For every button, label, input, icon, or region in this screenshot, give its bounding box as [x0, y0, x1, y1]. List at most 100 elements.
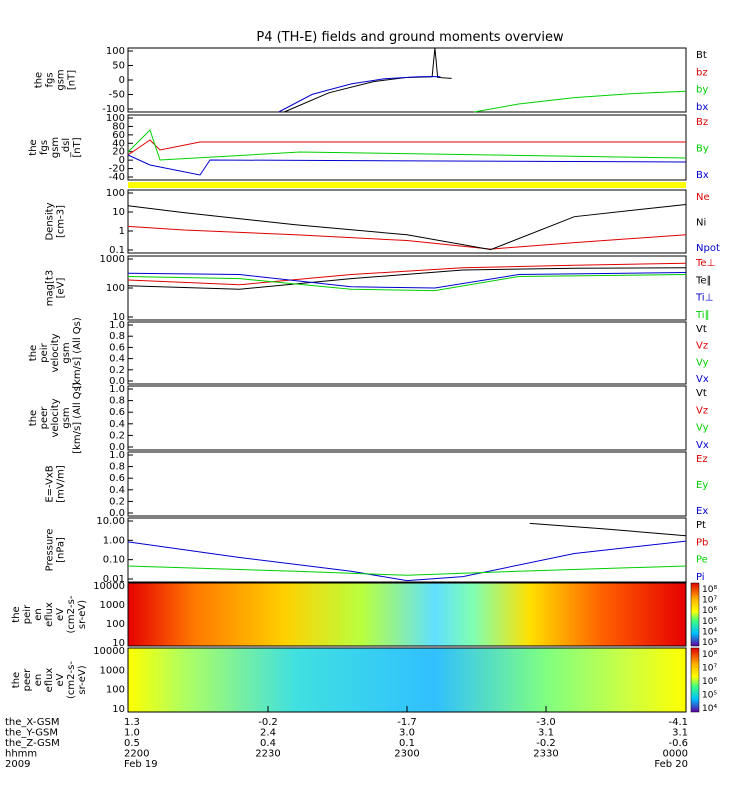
legend-Vx: Vx	[696, 374, 709, 385]
ytick-label: 1	[119, 226, 125, 237]
panel-peir_spec: thepeirenefluxeV(cm2-s-sr-eV) 10000 1000 10…	[11, 581, 717, 649]
xrow-label: 2009	[5, 759, 30, 770]
ytick-label: 10000	[93, 646, 125, 657]
x-axis-annotation: the_X-GSM 1.3 -0.2 -1.7 -3.0 -4.1 the_Y-GSM 1.0…	[5, 706, 688, 770]
legend-bx: bx	[696, 102, 708, 113]
ylabel-line: the	[34, 72, 45, 88]
legend-Bt: Bt	[696, 50, 707, 61]
series-Ni	[127, 203, 687, 251]
colorbar-peer_spec	[690, 647, 700, 713]
ytick-label: 1.00	[103, 535, 125, 546]
xrow-value: 0.1	[399, 738, 415, 749]
ytick-label: 100	[106, 188, 125, 199]
ylabel-line: peir	[39, 342, 50, 362]
colorbar-label: 10⁶	[702, 677, 717, 687]
colorbar-label: 10⁶	[702, 606, 717, 616]
ytick-label: -40	[109, 172, 125, 183]
ytick-label: 1000	[100, 600, 125, 611]
legend-Vt: Vt	[696, 388, 707, 399]
ylabel-pressure: Pressure[nPa]	[45, 529, 67, 572]
legend-Vy: Vy	[696, 357, 709, 368]
ytick-label: 0.2	[109, 430, 125, 441]
ytick-label: 100	[106, 619, 125, 630]
ylabel-line: fgs	[39, 140, 50, 155]
ytick-label: 10	[112, 704, 125, 715]
ylabel-line: eV	[55, 673, 66, 686]
xrow-value: 2.4	[260, 728, 276, 739]
frame-temp	[127, 255, 687, 321]
ytick-label: 100	[106, 283, 125, 294]
xrow-value: 2300	[394, 749, 419, 760]
legend-Ti⊥: Ti⊥	[695, 293, 713, 304]
ytick-label: 1.0	[109, 320, 125, 331]
panel-density: Density[cm-3] 100 10 1 0.1 Ne Ni Npot	[45, 188, 720, 256]
ytick-label: 0	[119, 75, 125, 86]
series-By	[127, 129, 687, 161]
ylabel-line: mag[t3	[45, 270, 56, 306]
ytick-label: -20	[109, 164, 125, 175]
ytick-label: 0.6	[109, 473, 125, 484]
ytick-label: 60	[112, 130, 125, 141]
ylabel-line: en	[33, 674, 44, 687]
ylabel-density: Density[cm-3]	[45, 202, 67, 240]
colorbar-label: 10⁴	[702, 627, 717, 637]
ylabel-fgs1: thefgsgsm[nT]	[34, 69, 78, 90]
frame-peir_spec	[127, 582, 687, 647]
ylabel-line: eflux	[44, 668, 55, 693]
legend-Bx: Bx	[696, 170, 709, 181]
xrow-value: 0.4	[260, 738, 276, 749]
legend-Pe: Pe	[696, 555, 708, 566]
legend-Bz: Bz	[696, 117, 708, 128]
series-Te∥	[127, 267, 687, 290]
ytick-label: 1.0	[109, 384, 125, 395]
ylabel-line: the	[11, 606, 22, 622]
series-Bz	[127, 139, 686, 156]
series-by	[473, 90, 687, 113]
ytick-label: 0.0	[109, 508, 125, 519]
legend-Pt: Pt	[696, 520, 706, 531]
ylabel-line: Pressure	[45, 529, 56, 572]
ytick-label: 0.8	[109, 396, 125, 407]
frame-pressure	[127, 517, 687, 583]
ylabel-line: [nPa]	[56, 537, 67, 563]
xrow-label: the_Y-GSM	[5, 728, 58, 739]
ylabel-line: (cm2-s-	[66, 661, 77, 699]
colorbar-label: 10³	[702, 638, 717, 648]
ytick-label: 0	[119, 155, 125, 166]
xrow-value: 3.0	[399, 728, 415, 739]
panel-fgs1: thefgsgsm[nT] 100 50 0 -50 -100 Bt bz by bx	[34, 46, 709, 115]
panel-efield: E=-VxB[mV/m] 1.00.80.60.40.20.0 Ez Ey Ex	[45, 450, 709, 519]
ylabel-line: [km/s] (All Qs)	[72, 382, 83, 454]
legend-Vt: Vt	[696, 324, 707, 335]
colorbar-label: 10⁴	[702, 704, 717, 714]
ytick-label: 0.2	[109, 365, 125, 376]
ylabel-line: the	[28, 139, 39, 155]
ylabel-line: peir	[22, 604, 33, 624]
legend-Pb: Pb	[696, 537, 708, 548]
ytick-label: 0.6	[109, 342, 125, 353]
series-Ti∥	[127, 274, 687, 292]
ytick-label: 0.6	[109, 407, 125, 418]
ylabel-line: sr-eV)	[77, 665, 88, 694]
frame-fgs1	[127, 47, 687, 113]
legend-Te∥: Te∥	[695, 275, 712, 286]
frame-fgs2	[127, 114, 687, 181]
ylabel-line: en	[33, 608, 44, 621]
series-Ne	[127, 225, 687, 250]
colorbar-label: 10⁵	[702, 617, 717, 627]
xrow-value: Feb 20	[654, 759, 688, 770]
ylabel-line: velocity	[50, 333, 61, 372]
legend-Ne: Ne	[696, 192, 710, 203]
ytick-label: 10.00	[96, 516, 125, 527]
ylabel-line: [km/s] (All Qs)	[72, 317, 83, 389]
ytick-label: 0.01	[103, 574, 125, 585]
ytick-label: 100	[106, 685, 125, 696]
ylabel-line: gsm	[61, 407, 72, 428]
legend-bz: bz	[696, 67, 708, 78]
legend-Vz: Vz	[696, 405, 708, 416]
ytick-label: 0.8	[109, 331, 125, 342]
legend-Vx: Vx	[696, 440, 709, 451]
ylabel-line: [nT]	[67, 70, 78, 90]
xrow-value: 2230	[255, 749, 280, 760]
